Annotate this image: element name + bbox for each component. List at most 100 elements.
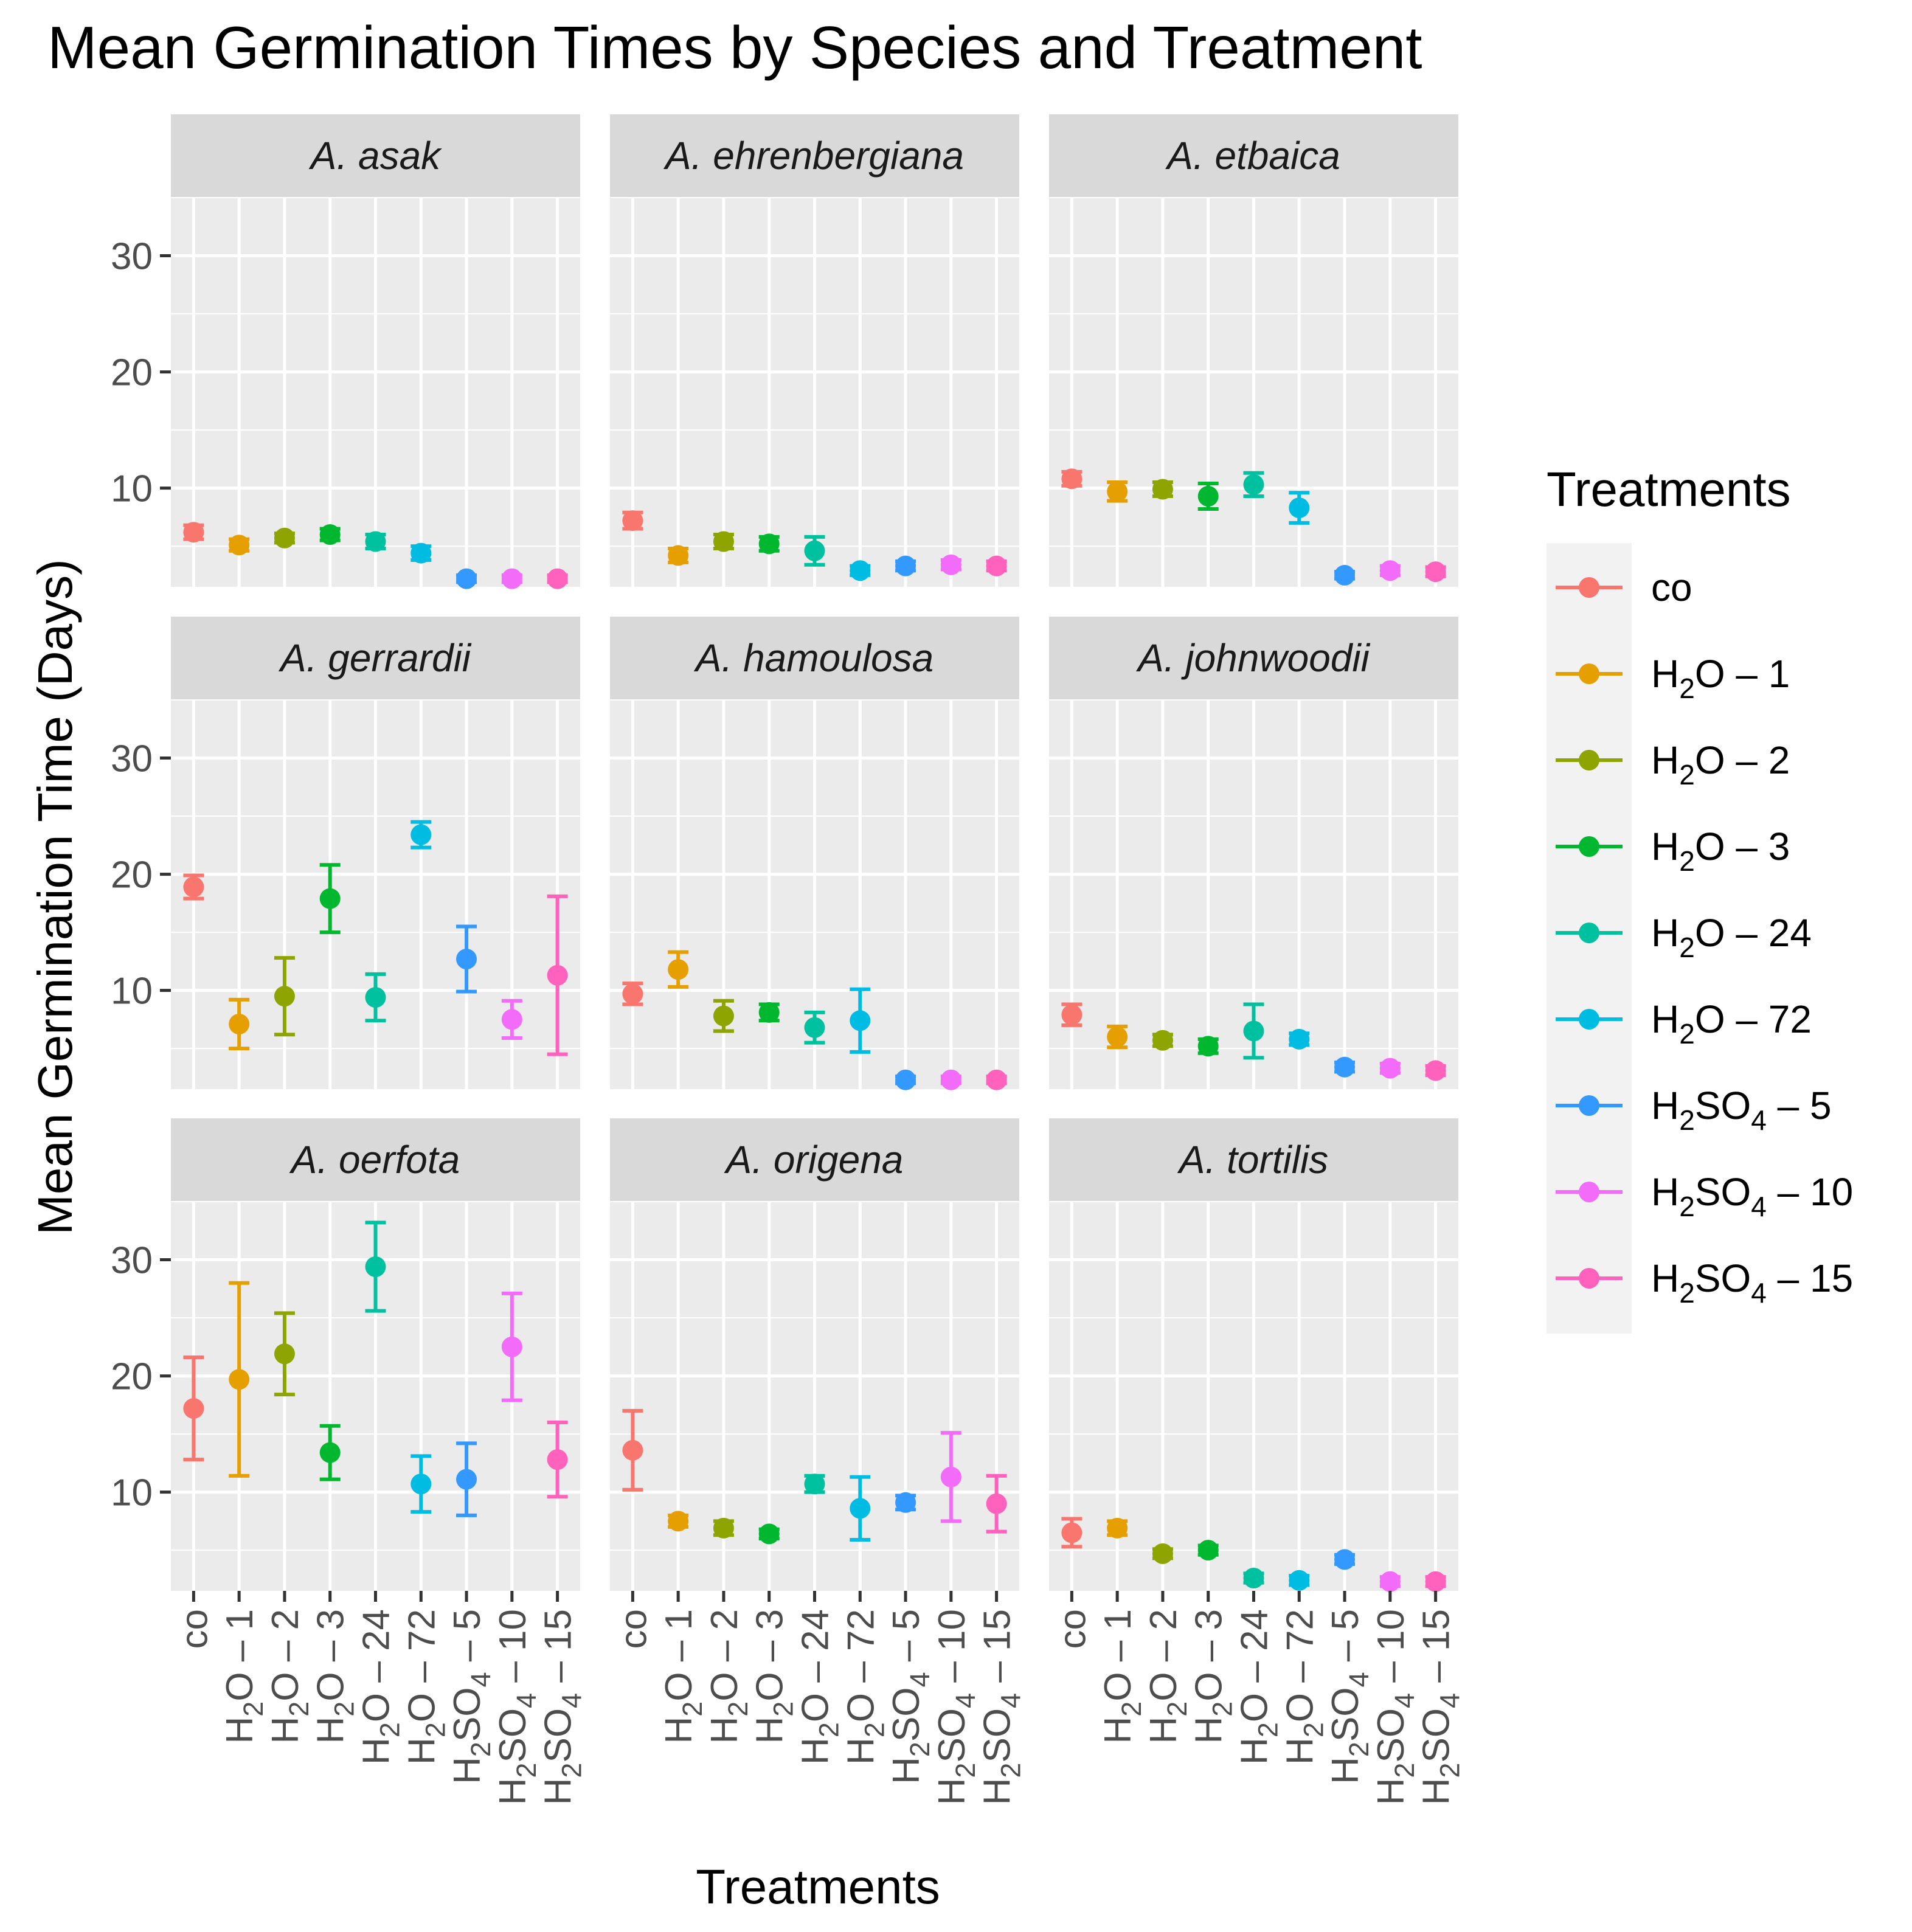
facet-title: A. hamoulosa bbox=[693, 636, 933, 680]
mean-point bbox=[622, 1439, 643, 1461]
facet-a-johnwoodii: A. johnwoodii bbox=[1049, 617, 1458, 1089]
mean-point bbox=[1197, 1036, 1219, 1057]
mean-point bbox=[668, 1511, 689, 1532]
mean-point bbox=[986, 1069, 1007, 1090]
mean-point bbox=[456, 1469, 477, 1490]
x-tick-label: H2O – 72 bbox=[401, 1609, 451, 1765]
data-point-h2o-3 bbox=[758, 1002, 780, 1023]
y-tick-label: 10 bbox=[111, 1472, 153, 1514]
legend-entry-h2o-2: H2O – 2 bbox=[1556, 738, 1790, 791]
data-point-h2so4-15 bbox=[986, 1473, 1007, 1534]
data-point-co bbox=[622, 510, 643, 531]
y-tick-label: 20 bbox=[111, 352, 153, 394]
data-point-h2o-1 bbox=[1107, 1517, 1128, 1539]
data-point-h2o-72 bbox=[850, 987, 871, 1054]
x-tick-label: H2O – 2 bbox=[265, 1609, 314, 1743]
data-point-h2o-2 bbox=[274, 527, 295, 549]
legend-entry-h2o-1: H2O – 1 bbox=[1556, 652, 1790, 704]
mean-point bbox=[1061, 468, 1082, 490]
data-point-h2o-2 bbox=[1152, 1030, 1173, 1051]
x-tick-label: H2O – 1 bbox=[219, 1609, 269, 1743]
y-tick-label: 30 bbox=[111, 1240, 153, 1282]
facet-title: A. oerfota bbox=[289, 1138, 460, 1182]
data-point-h2o-24 bbox=[804, 535, 825, 567]
legend-label: co bbox=[1651, 566, 1692, 609]
legend-entry-h2so4-10: H2SO4 – 10 bbox=[1556, 1170, 1853, 1222]
data-point-h2o-1 bbox=[1107, 1024, 1128, 1050]
facet-title: A. asak bbox=[308, 134, 442, 178]
mean-point bbox=[1197, 485, 1219, 507]
x-axis-title: Treatments bbox=[696, 1860, 940, 1914]
legend-entry-h2o-3: H2O – 3 bbox=[1556, 825, 1790, 877]
x-tick-label: H2O – 1 bbox=[1097, 1609, 1147, 1743]
mean-point bbox=[183, 876, 204, 898]
x-tick-label: H2O – 2 bbox=[1143, 1609, 1193, 1743]
facet-strip bbox=[1049, 114, 1458, 198]
data-point-h2o-24 bbox=[1243, 1567, 1264, 1588]
mean-point bbox=[1425, 1571, 1446, 1592]
facet-title: A. origena bbox=[724, 1138, 904, 1182]
facet-title: A. johnwoodii bbox=[1135, 636, 1370, 680]
legend-key-point bbox=[1579, 923, 1599, 943]
x-tick-label: H2SO4 – 15 bbox=[538, 1609, 587, 1805]
mean-point bbox=[850, 1498, 871, 1519]
data-point-co bbox=[1061, 1517, 1082, 1549]
legend-key-point bbox=[1579, 1009, 1599, 1030]
mean-point bbox=[1425, 561, 1446, 583]
mean-point bbox=[547, 568, 568, 589]
data-point-h2o-1 bbox=[1107, 480, 1128, 503]
facet-title: A. gerrardii bbox=[278, 636, 472, 680]
x-tick-label: H2O – 3 bbox=[310, 1609, 360, 1743]
data-point-h2so4-15 bbox=[1425, 1060, 1446, 1081]
facet-a-etbaica: A. etbaica bbox=[1049, 114, 1458, 587]
data-point-co bbox=[1061, 1002, 1082, 1027]
legend-label: H2O – 2 bbox=[1651, 738, 1790, 791]
legend-entry-h2o-24: H2O – 24 bbox=[1556, 911, 1812, 963]
data-point-h2o-1 bbox=[668, 950, 689, 989]
mean-point bbox=[501, 1009, 522, 1030]
data-point-h2so4-5 bbox=[1334, 564, 1356, 586]
mean-point bbox=[895, 1069, 916, 1090]
facet-strip bbox=[171, 114, 580, 198]
data-point-h2o-72 bbox=[410, 542, 432, 564]
mean-point bbox=[758, 1523, 780, 1545]
data-point-h2o-2 bbox=[1152, 1543, 1173, 1564]
y-tick-label: 30 bbox=[111, 236, 153, 278]
x-tick-label: H2O – 2 bbox=[704, 1609, 753, 1743]
y-tick-label: 20 bbox=[111, 1356, 153, 1398]
legend-key-point bbox=[1579, 1268, 1599, 1289]
mean-point bbox=[713, 1005, 734, 1027]
x-tick-label: H2O – 24 bbox=[1234, 1609, 1284, 1765]
mean-point bbox=[804, 1017, 825, 1038]
data-point-h2o-24 bbox=[365, 972, 386, 1023]
data-point-h2so4-10 bbox=[501, 1291, 522, 1402]
data-point-co bbox=[622, 982, 643, 1006]
mean-point bbox=[1152, 479, 1173, 500]
legend-label: H2O – 3 bbox=[1651, 825, 1790, 877]
legend-key-point bbox=[1579, 836, 1599, 857]
x-tick-label: H2SO4 – 15 bbox=[977, 1609, 1027, 1805]
y-axis-title: Mean Germination Time (Days) bbox=[28, 559, 82, 1234]
data-point-h2o-1 bbox=[229, 997, 250, 1051]
data-point-h2so4-10 bbox=[1379, 560, 1401, 581]
legend-label: H2O – 1 bbox=[1651, 652, 1790, 704]
facet-panels: A. asak 10 20 30 A. ehrenbergiana A. etbaica A… bbox=[111, 114, 1466, 1805]
data-point-h2o-3 bbox=[758, 533, 780, 555]
mean-point bbox=[410, 824, 432, 845]
x-tick-label: H2O – 3 bbox=[1188, 1609, 1238, 1743]
mean-point bbox=[229, 1369, 250, 1390]
data-point-h2o-72 bbox=[1289, 1028, 1310, 1050]
data-point-h2so4-15 bbox=[547, 568, 568, 589]
data-point-h2o-24 bbox=[1243, 1002, 1264, 1060]
facet-strip bbox=[171, 1118, 580, 1202]
legend-key-point bbox=[1579, 1182, 1599, 1202]
legend-key-point bbox=[1579, 1095, 1599, 1116]
mean-point bbox=[274, 527, 295, 549]
mean-point bbox=[1243, 1567, 1264, 1588]
mean-point bbox=[365, 531, 386, 552]
data-point-h2so4-10 bbox=[940, 554, 961, 575]
data-point-h2o-24 bbox=[804, 1010, 825, 1045]
mean-point bbox=[547, 1449, 568, 1470]
mean-point bbox=[1425, 1060, 1446, 1081]
